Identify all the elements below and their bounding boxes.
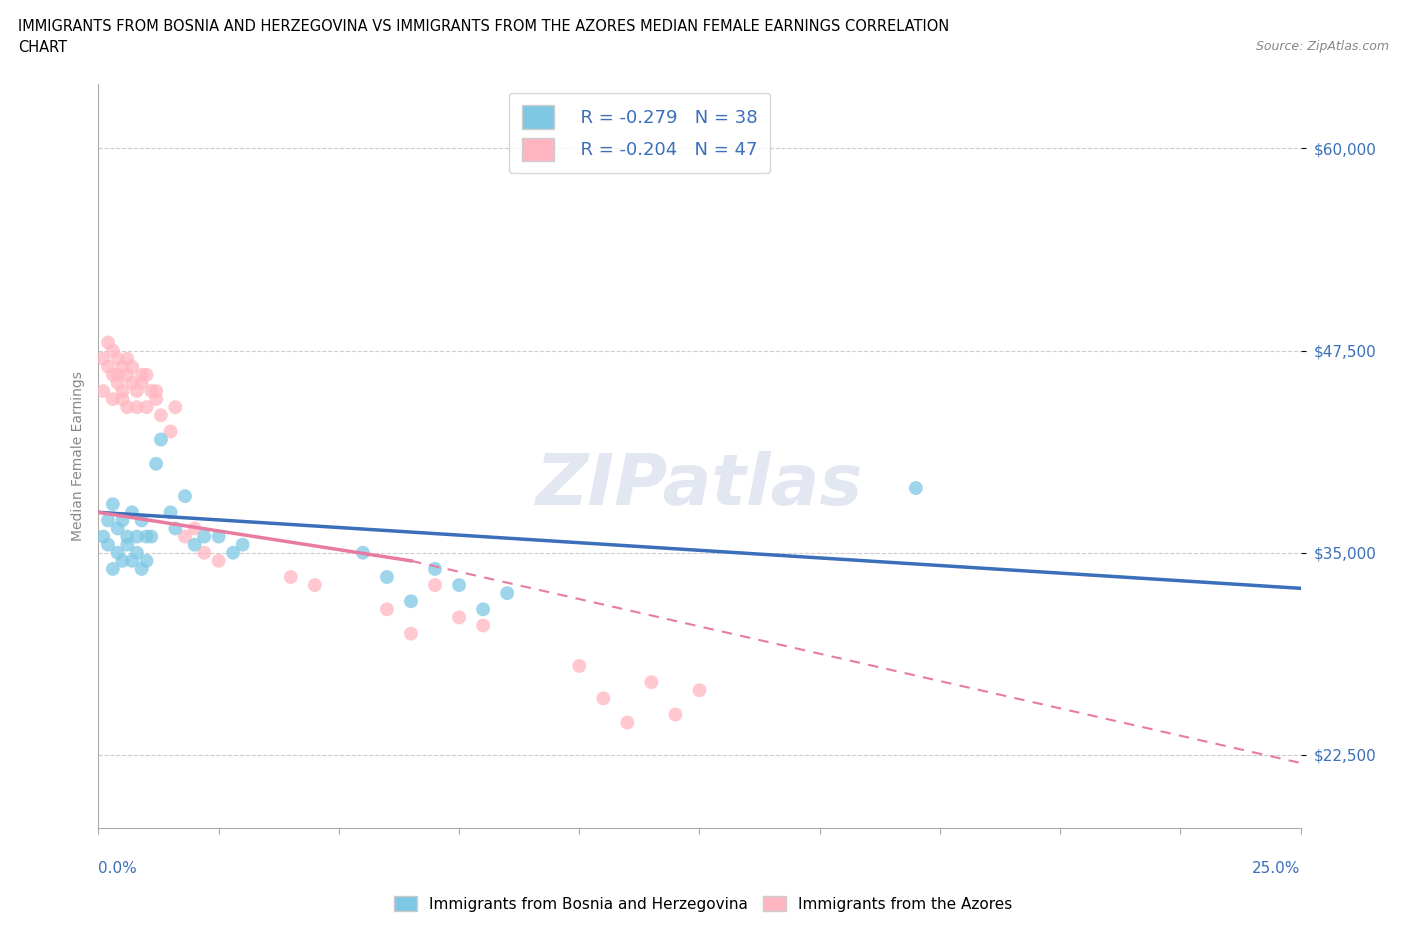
Point [135,400,157,415]
Point [375,569,398,584]
Text: 25.0%: 25.0% [1253,861,1301,876]
Point [117,400,139,415]
Point [592,691,614,706]
Point [131,562,153,577]
Point [101,367,124,382]
Point [222,545,245,560]
Legend: Immigrants from Bosnia and Herzegovina, Immigrants from the Azores: Immigrants from Bosnia and Herzegovina, … [388,889,1018,918]
Text: IMMIGRANTS FROM BOSNIA AND HERZEGOVINA VS IMMIGRANTS FROM THE AZORES MEDIAN FEMA: IMMIGRANTS FROM BOSNIA AND HERZEGOVINA V… [18,19,949,33]
Point [193,545,215,560]
Point [149,432,172,447]
Point [375,602,398,617]
Point [904,481,927,496]
Point [117,538,139,552]
Point [125,545,148,560]
Point [111,359,134,374]
Point [107,521,129,536]
Point [280,569,302,584]
Point [125,529,148,544]
Point [131,376,153,391]
Point [664,707,686,722]
Point [117,352,139,366]
Point [91,352,114,366]
Text: CHART: CHART [18,40,67,55]
Point [121,553,143,568]
Point [159,424,181,439]
Point [141,383,163,398]
Point [125,400,148,415]
Point [141,529,163,544]
Point [91,383,114,398]
Point [174,529,197,544]
Legend:   R = -0.279   N = 38,   R = -0.204   N = 47: R = -0.279 N = 38, R = -0.204 N = 47 [509,93,770,173]
Point [145,383,167,398]
Text: ZIPatlas: ZIPatlas [536,451,863,520]
Point [135,529,157,544]
Point [101,392,124,406]
Point [131,367,153,382]
Point [117,367,139,382]
Point [121,505,143,520]
Point [399,626,422,641]
Point [121,376,143,391]
Point [97,538,120,552]
Point [472,618,495,633]
Point [174,488,197,503]
Point [117,529,139,544]
Point [111,383,134,398]
Point [165,400,187,415]
Point [135,367,157,382]
Point [193,529,215,544]
Point [232,538,254,552]
Point [91,529,114,544]
Point [111,392,134,406]
Point [496,586,519,601]
Point [125,383,148,398]
Point [107,376,129,391]
Point [97,513,120,528]
Point [399,594,422,609]
Point [447,578,470,592]
Point [107,352,129,366]
Point [101,562,124,577]
Point [568,658,591,673]
Point [145,457,167,472]
Point [131,513,153,528]
Point [183,521,205,536]
Point [183,538,205,552]
Point [101,497,124,512]
Text: Source: ZipAtlas.com: Source: ZipAtlas.com [1256,40,1389,53]
Point [208,529,231,544]
Point [145,392,167,406]
Point [208,553,231,568]
Point [472,602,495,617]
Point [159,505,181,520]
Point [101,343,124,358]
Point [165,521,187,536]
Point [107,367,129,382]
Point [149,408,172,423]
Point [135,553,157,568]
Point [111,513,134,528]
Point [423,562,446,577]
Point [688,683,710,698]
Point [352,545,374,560]
Point [640,674,662,689]
Point [423,578,446,592]
Point [121,359,143,374]
Point [616,715,638,730]
Y-axis label: Median Female Earnings: Median Female Earnings [70,371,84,540]
Point [107,545,129,560]
Point [304,578,326,592]
Text: 0.0%: 0.0% [98,861,138,876]
Point [97,359,120,374]
Point [447,610,470,625]
Point [97,335,120,350]
Point [111,553,134,568]
